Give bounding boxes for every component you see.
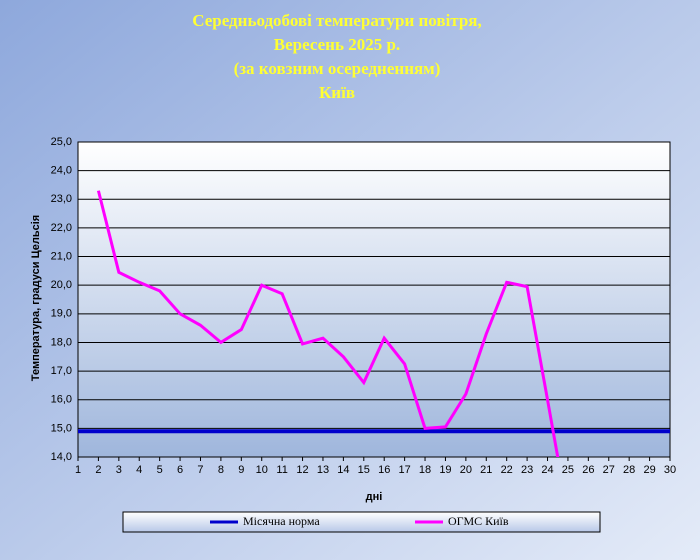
series-line [96, 190, 560, 457]
y-tick-label: 21,0 [51, 250, 72, 262]
x-tick-label: 28 [623, 464, 635, 476]
y-tick-label: 18,0 [51, 336, 72, 348]
x-tick-label: 19 [439, 464, 451, 476]
x-tick-label: 10 [256, 464, 268, 476]
y-tick-label: 20,0 [51, 279, 72, 291]
y-tick-label: 25,0 [51, 136, 72, 148]
x-tick-label: 25 [562, 464, 574, 476]
x-tick-label: 24 [541, 464, 553, 476]
y-tick-label: 22,0 [51, 222, 72, 234]
x-tick-label: 13 [317, 464, 329, 476]
x-tick-label: 1 [75, 464, 81, 476]
y-tick-label: 23,0 [51, 193, 72, 205]
x-tick-label: 9 [238, 464, 244, 476]
x-axis-label: дні [366, 491, 383, 503]
x-tick-label: 3 [116, 464, 122, 476]
legend-label: ОГМС Київ [448, 514, 509, 528]
x-tick-label: 17 [398, 464, 410, 476]
legend-label: Місячна норма [243, 514, 320, 528]
x-tick-label: 15 [358, 464, 370, 476]
x-tick-label: 7 [197, 464, 203, 476]
x-tick-label: 18 [419, 464, 431, 476]
x-tick-label: 8 [218, 464, 224, 476]
y-tick-label: 15,0 [51, 422, 72, 434]
x-tick-label: 30 [664, 464, 676, 476]
y-tick-label: 17,0 [51, 365, 72, 377]
plot-border [77, 141, 671, 458]
x-tick-label: 2 [95, 464, 101, 476]
y-axis-label: Температура, градуси Цельсія [30, 215, 42, 381]
x-tick-label: 11 [276, 464, 287, 476]
x-tick-label: 22 [501, 464, 513, 476]
chart-title: (за ковзним осередненням) [234, 59, 441, 78]
x-tick-label: 6 [177, 464, 183, 476]
x-tick-label: 26 [582, 464, 594, 476]
x-tick-label: 23 [521, 464, 533, 476]
y-tick-label: 16,0 [51, 394, 72, 406]
x-tick-label: 21 [480, 464, 492, 476]
plot-area [78, 142, 670, 457]
x-tick-label: 29 [643, 464, 655, 476]
x-tick-label: 4 [136, 464, 142, 476]
legend [122, 511, 601, 533]
y-tick-label: 14,0 [51, 451, 72, 463]
chart-title: Вересень 2025 р. [274, 35, 400, 54]
x-tick-label: 12 [296, 464, 308, 476]
x-tick-label: 16 [378, 464, 390, 476]
x-tick-label: 14 [337, 464, 349, 476]
x-tick-label: 20 [460, 464, 472, 476]
chart-title: Київ [319, 83, 355, 102]
y-tick-label: 19,0 [51, 308, 72, 320]
chart-title: Середньодобові температури повітря, [192, 11, 482, 30]
y-tick-label: 24,0 [51, 165, 72, 177]
x-tick-label: 27 [603, 464, 615, 476]
x-tick-label: 5 [157, 464, 163, 476]
